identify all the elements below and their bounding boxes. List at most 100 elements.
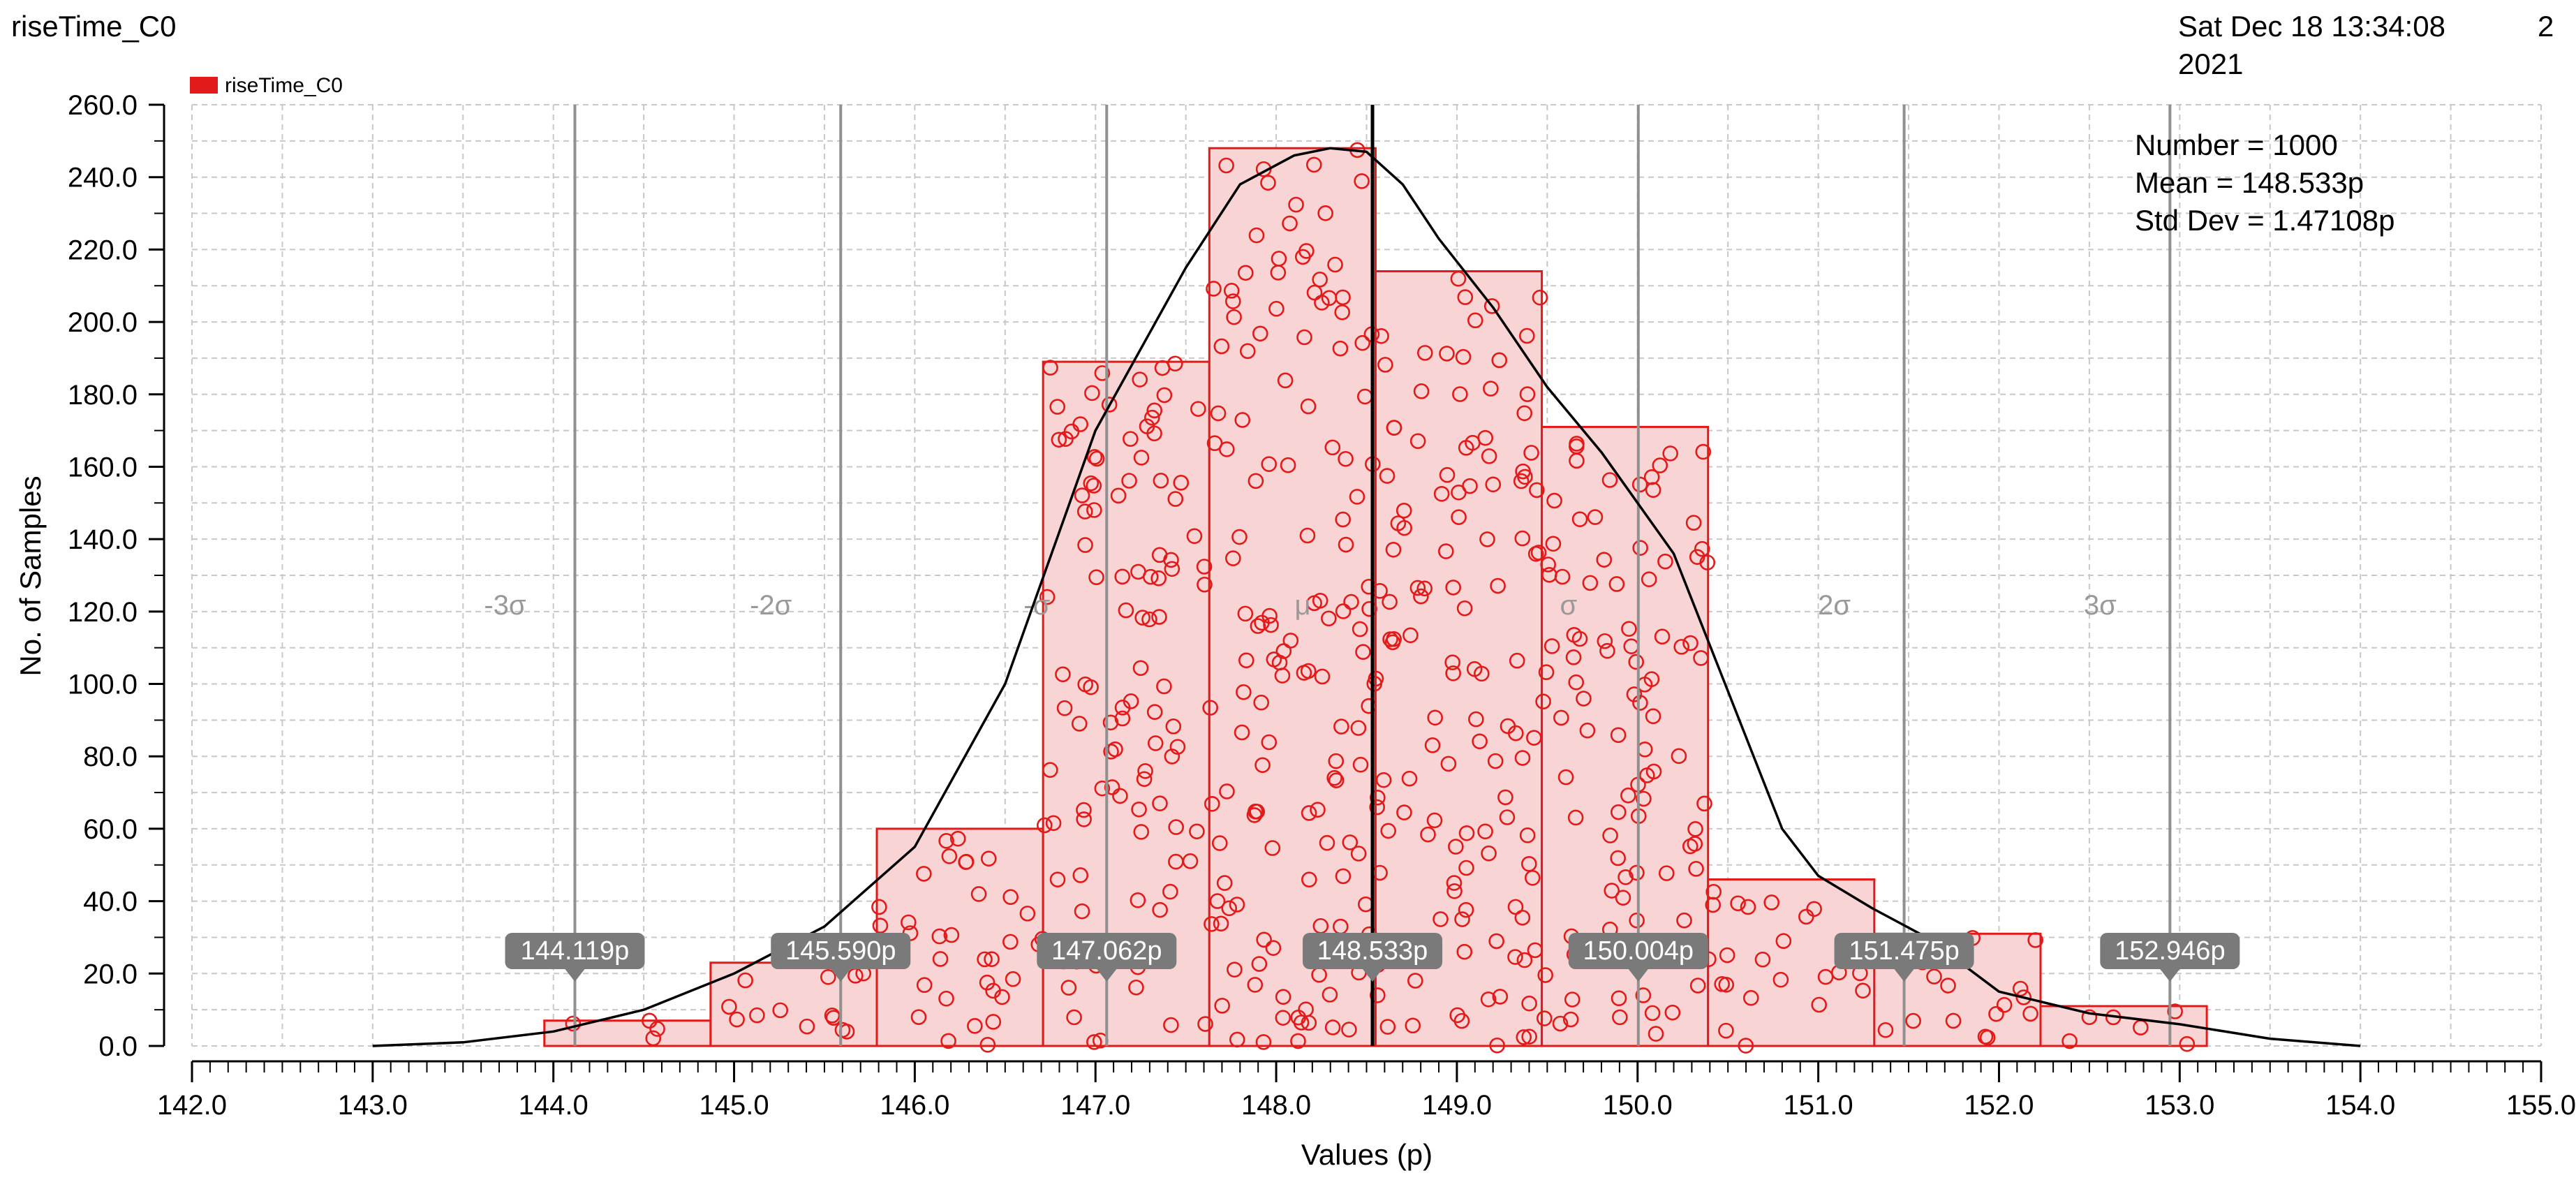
- sigma-flag-label: 150.004p: [1583, 936, 1694, 966]
- sample-point: [1221, 900, 1238, 917]
- sample-point: [1150, 570, 1167, 587]
- sample-point: [1112, 788, 1128, 804]
- sample-point: [932, 951, 949, 967]
- sample-point: [1202, 700, 1218, 716]
- sample-point: [1390, 515, 1407, 531]
- sample-point: [1164, 749, 1180, 765]
- sample-point: [1088, 450, 1105, 467]
- sample-point: [1673, 639, 1690, 655]
- sample-point: [1604, 883, 1620, 899]
- sample-point: [1335, 289, 1351, 306]
- sample-point: [1537, 967, 1553, 983]
- sample-point: [1204, 916, 1220, 932]
- sample-point: [1002, 889, 1019, 906]
- sample-point: [1066, 1009, 1082, 1026]
- sample-point: [1738, 1038, 1754, 1054]
- y-tick-label: 0.0: [98, 1031, 138, 1062]
- sample-point: [1247, 977, 1264, 993]
- sample-point: [1557, 769, 1574, 786]
- sample-point: [943, 927, 960, 943]
- sample-point: [1740, 899, 1756, 915]
- sample-point: [1610, 850, 1626, 867]
- sample-point: [1519, 327, 1535, 344]
- sample-point: [1301, 1015, 1317, 1031]
- sample-point: [1234, 724, 1250, 741]
- sigma-flag: [1568, 933, 1708, 969]
- sample-point: [1114, 568, 1131, 585]
- sample-point: [1312, 272, 1328, 288]
- sample-point: [1107, 741, 1123, 758]
- sample-point: [1086, 1034, 1102, 1050]
- sample-point: [1516, 405, 1533, 422]
- chart-title: riseTime_C0: [11, 10, 177, 43]
- sample-point: [1652, 457, 1668, 473]
- sample-point: [1664, 1004, 1681, 1021]
- sample-point: [1525, 869, 1541, 886]
- sample-point: [1599, 642, 1615, 659]
- histogram-bar: [543, 1019, 712, 1047]
- sample-point: [1526, 730, 1542, 746]
- sample-point: [1314, 295, 1330, 311]
- stat-std-dev: Std Dev = 1.47108p: [2135, 204, 2394, 237]
- sample-point: [1413, 383, 1430, 399]
- sample-point: [1327, 256, 1343, 273]
- sample-point: [1763, 894, 1780, 910]
- sample-point: [1133, 824, 1150, 840]
- sigma-flag: [2100, 933, 2240, 969]
- sample-point: [1926, 968, 1942, 985]
- sample-point: [1300, 663, 1317, 679]
- sample-point: [1527, 942, 1544, 959]
- sample-point: [1190, 401, 1206, 417]
- axes: 142.0 143.0 144.0 145.0 146.0 147.0 148.0 149.0…: [68, 90, 2576, 1121]
- sample-point: [1324, 1019, 1341, 1035]
- sample-point: [1682, 838, 1698, 855]
- sample-point: [1530, 545, 1547, 561]
- sample-point: [1402, 627, 1419, 644]
- sample-point: [1335, 603, 1352, 619]
- sample-point: [820, 969, 836, 985]
- sample-point: [1643, 469, 1660, 485]
- sample-point: [1275, 1010, 1291, 1026]
- sample-point: [1153, 473, 1169, 489]
- sample-point: [1685, 515, 1702, 531]
- sigma-flag-label: 152.946p: [2115, 936, 2226, 966]
- sigma-flag: [1037, 933, 1177, 969]
- sample-point: [1229, 897, 1245, 913]
- sample-point: [1485, 476, 1502, 493]
- sample-point: [1456, 943, 1473, 960]
- sample-point: [1596, 552, 1613, 568]
- sample-point: [1480, 991, 1497, 1008]
- sample-point: [1448, 839, 1464, 855]
- sample-point: [1049, 871, 1066, 887]
- x-tick-label: 148.0: [1241, 1090, 1311, 1121]
- sample-point: [1266, 651, 1282, 668]
- y-axis-label: No. of Samples: [14, 475, 47, 676]
- x-tick-label: 151.0: [1784, 1090, 1853, 1121]
- sample-point: [1189, 823, 1205, 840]
- sample-point: [1658, 865, 1675, 881]
- sample-point: [1468, 711, 1484, 728]
- sample-point: [1254, 757, 1271, 774]
- sigma-flag-pointer: [565, 969, 585, 982]
- sample-point: [1492, 989, 1509, 1005]
- sample-point: [1451, 509, 1467, 525]
- sample-point: [1446, 883, 1463, 899]
- sample-point: [1521, 995, 1537, 1012]
- sample-point: [1227, 961, 1243, 978]
- sample-point: [979, 974, 995, 991]
- sample-point: [2167, 1003, 2183, 1019]
- sample-point: [1042, 360, 1058, 376]
- sample-point: [1645, 482, 1661, 499]
- sample-point: [1545, 536, 1562, 552]
- sample-point: [1439, 346, 1455, 362]
- sample-point: [1256, 931, 1272, 948]
- sample-point: [2081, 1009, 2098, 1026]
- sample-point: [1051, 432, 1067, 448]
- sample-point: [1514, 530, 1531, 547]
- sample-point: [1454, 911, 1470, 927]
- sample-point: [1005, 971, 1021, 987]
- sample-point: [1377, 357, 1393, 373]
- sample-point: [1218, 157, 1234, 174]
- y-tick-label: 80.0: [83, 742, 138, 772]
